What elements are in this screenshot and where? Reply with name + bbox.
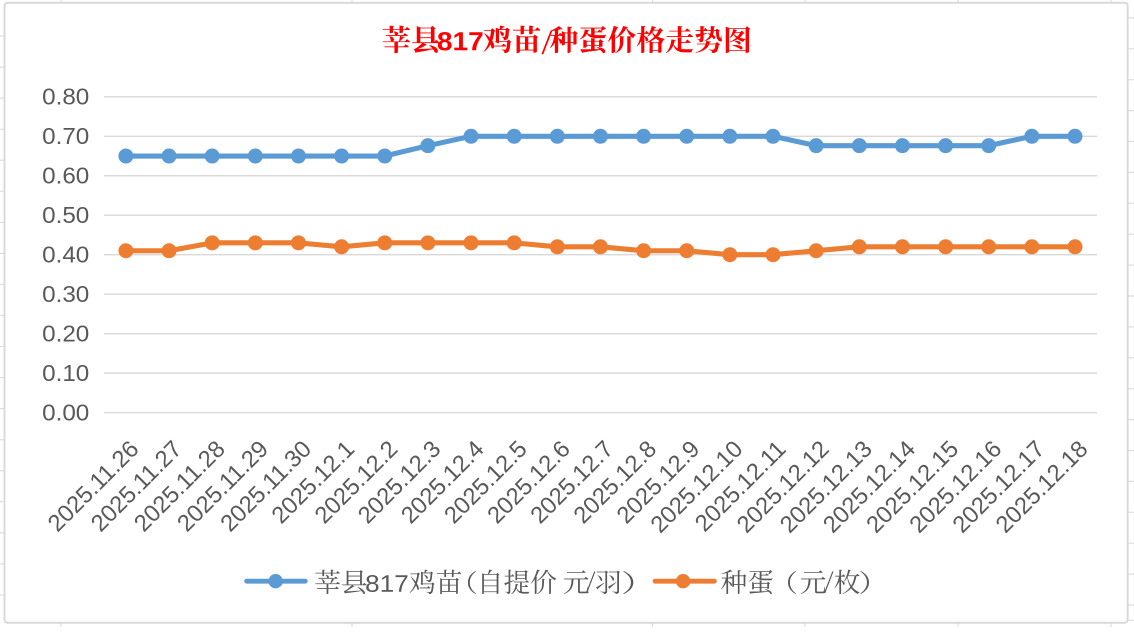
svg-text:0.20: 0.20 — [42, 321, 89, 347]
svg-text:0.10: 0.10 — [42, 360, 89, 386]
svg-text:0.80: 0.80 — [42, 84, 89, 110]
svg-text:0.60: 0.60 — [42, 163, 89, 189]
svg-text:0.40: 0.40 — [42, 242, 89, 268]
svg-text:0.70: 0.70 — [42, 123, 89, 149]
svg-text:0.50: 0.50 — [42, 202, 89, 228]
svg-text:0.30: 0.30 — [42, 281, 89, 307]
svg-text:0.00: 0.00 — [42, 400, 89, 426]
